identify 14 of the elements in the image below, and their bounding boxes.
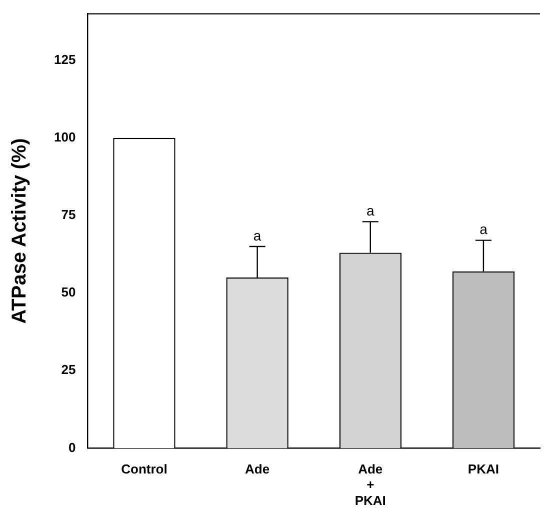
y-axis-title: ATPase Activity (%)	[8, 138, 31, 324]
y-tick-label: 125	[54, 52, 76, 67]
x-tick-label: Ade + PKAI	[354, 462, 386, 508]
x-tick-label: PKAI	[468, 462, 499, 477]
y-tick-label: 50	[61, 284, 76, 300]
y-tick-label: 25	[61, 362, 76, 378]
annotation: a	[480, 221, 488, 238]
y-tick-label: 100	[54, 129, 76, 144]
annotation: a	[366, 202, 374, 219]
x-tick-label: Control	[121, 462, 168, 477]
y-tick-label: 75	[61, 207, 76, 222]
x-tick-label: Ade	[245, 462, 270, 477]
annotation: a	[253, 227, 262, 244]
y-tick-label: 0	[68, 440, 76, 455]
